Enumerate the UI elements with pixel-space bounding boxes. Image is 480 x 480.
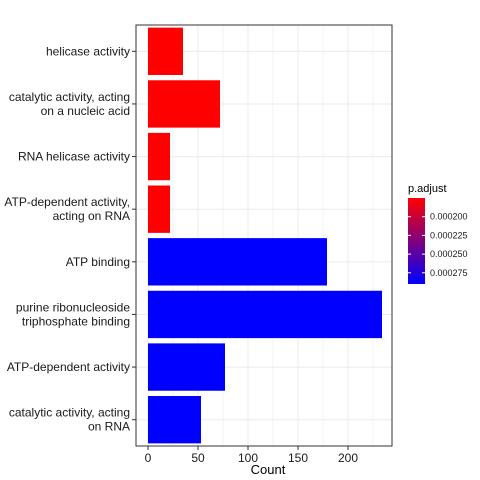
y-tick-label: catalytic activity, acting on a nucleic a… [9,90,130,118]
legend-title: p.adjust [408,183,447,195]
bar [148,290,382,339]
legend-tick-label: 0.000250 [430,249,468,259]
x-axis: 0 50 100 150 200 [145,446,358,465]
y-tick-label: ATP-dependent activity, acting on RNA [4,195,130,223]
y-tick-label: ATP-dependent activity [7,360,130,374]
bar [148,238,327,286]
legend: p.adjust 0.000200 0.000225 0.000250 0.00027… [408,183,468,284]
legend-tick-label: 0.000200 [430,212,468,222]
bar [148,80,220,128]
y-axis: helicase activity catalytic activity, act… [4,44,136,434]
bar [148,343,225,391]
y-tick-label: purine ribonucleoside triphosphate bindin… [16,300,130,328]
x-tick-label: 0 [145,451,152,465]
x-tick-label: 100 [238,451,258,465]
y-tick-label: ATP binding [66,255,130,269]
legend-tick-label: 0.000275 [430,268,468,278]
y-tick-label: catalytic activity, acting on RNA [9,406,130,434]
legend-ticks: 0.000200 0.000225 0.000250 0.000275 [408,212,468,278]
y-tick-label: helicase activity [46,44,130,58]
x-axis-title: Count [251,462,286,477]
plot-panel-border [135,24,393,447]
x-tick-label: 150 [288,451,308,465]
x-tick-label: 50 [191,451,205,465]
bars [148,27,382,444]
bar [148,132,170,181]
x-tick-label: 200 [338,451,358,465]
bar [148,27,183,75]
legend-colorbar [408,198,425,284]
y-tick-label: RNA helicase activity [18,150,130,164]
legend-tick-label: 0.000225 [430,230,468,240]
bar [148,185,170,233]
bar [148,396,201,444]
